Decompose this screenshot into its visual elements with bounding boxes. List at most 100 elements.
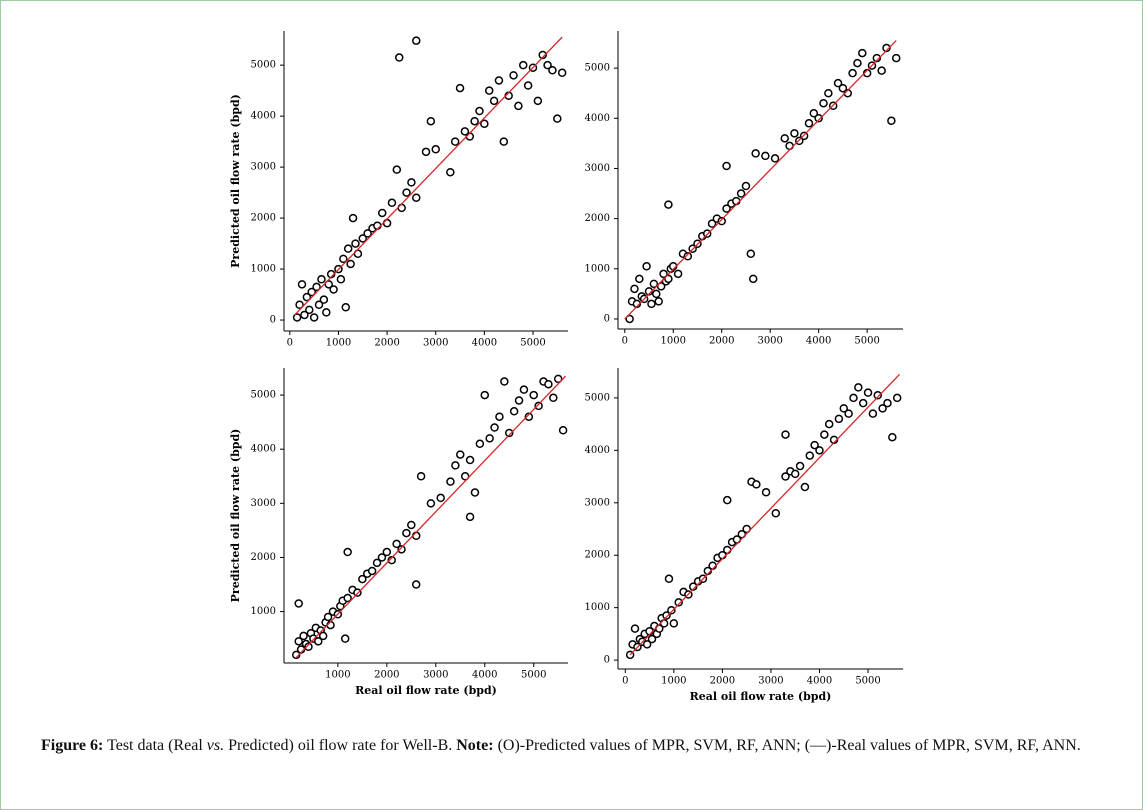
data-point xyxy=(484,86,494,95)
data-point xyxy=(499,137,509,146)
data-point xyxy=(426,499,436,508)
data-point xyxy=(416,472,426,481)
data-point xyxy=(853,58,862,68)
data-point xyxy=(780,134,789,143)
data-point xyxy=(814,114,823,123)
y-tick-label: 1000 xyxy=(251,606,276,617)
data-point xyxy=(367,566,377,576)
data-point xyxy=(343,244,353,253)
data-point xyxy=(683,252,693,261)
data-point xyxy=(314,637,323,646)
caption-text: Predicted) oil flow rate for Well-B. xyxy=(224,737,457,754)
data-point xyxy=(858,48,867,58)
data-point xyxy=(519,60,528,70)
x-tick-label: 1000 xyxy=(661,336,686,347)
fit-line xyxy=(624,40,897,320)
data-point xyxy=(888,432,897,442)
y-axis-label: Predicted oil flow rate (bpd) xyxy=(229,94,242,268)
data-point xyxy=(549,393,558,403)
y-tick-label: 2000 xyxy=(585,213,610,224)
data-point xyxy=(625,314,634,324)
data-point xyxy=(722,204,731,213)
x-tick-label: 0 xyxy=(622,676,628,687)
data-point xyxy=(673,269,683,279)
y-axis-label: Predicted oil flow rate (bpd) xyxy=(229,429,242,603)
y-tick-label: 1000 xyxy=(251,264,276,275)
data-point xyxy=(892,393,902,403)
caption-text: vs. xyxy=(206,737,225,754)
data-point xyxy=(343,593,352,603)
data-point xyxy=(751,149,760,158)
data-point xyxy=(323,612,333,622)
data-point xyxy=(752,480,761,489)
data-point xyxy=(377,553,387,562)
data-point xyxy=(480,119,489,129)
data-point xyxy=(421,147,431,157)
data-point xyxy=(722,545,732,555)
data-point xyxy=(553,114,562,123)
y-tick-label: 1000 xyxy=(585,602,610,613)
data-point xyxy=(392,165,402,174)
data-point xyxy=(833,78,843,88)
data-point xyxy=(509,71,518,80)
data-point xyxy=(736,189,746,198)
data-point xyxy=(431,145,440,154)
data-point xyxy=(348,213,358,223)
caption-text: Note: xyxy=(456,737,494,754)
x-tick-label: 5000 xyxy=(520,338,545,349)
fit-line xyxy=(629,373,901,656)
fit-line xyxy=(295,375,567,659)
data-point xyxy=(848,68,857,78)
x-tick-label: 4000 xyxy=(472,338,497,349)
data-point xyxy=(838,83,848,93)
data-point xyxy=(674,598,683,607)
data-point xyxy=(456,450,465,459)
y-tick-label: 5000 xyxy=(251,60,276,71)
data-point xyxy=(652,289,661,299)
x-axis-label: Real oil flow rate (bpd) xyxy=(690,690,832,703)
data-point xyxy=(407,178,416,187)
x-tick-label: 5000 xyxy=(855,676,880,687)
data-point xyxy=(844,409,853,418)
data-point xyxy=(460,127,470,136)
data-point xyxy=(397,545,406,554)
data-point xyxy=(659,619,669,628)
data-point xyxy=(351,239,360,248)
y-tick-label: 4000 xyxy=(251,111,276,122)
data-point xyxy=(722,495,732,505)
data-point xyxy=(436,493,445,503)
data-point xyxy=(630,284,639,294)
data-point xyxy=(412,36,421,45)
x-tick-label: 1000 xyxy=(661,676,686,687)
x-tick-label: 3000 xyxy=(757,336,782,347)
data-point xyxy=(340,634,350,643)
data-point xyxy=(358,234,368,243)
data-point xyxy=(450,137,460,146)
x-tick-label: 2000 xyxy=(374,670,399,681)
data-point xyxy=(314,300,324,309)
charts: 0 1000 2000 3000 4000 5000 0 1000 2000 3000 4000 50… xyxy=(229,31,903,703)
data-point xyxy=(411,580,421,589)
data-point xyxy=(336,275,346,284)
y-tick-label: 4000 xyxy=(251,444,276,455)
y-tick-label: 4000 xyxy=(585,445,610,456)
data-point xyxy=(339,254,348,264)
data-point xyxy=(509,407,519,416)
x-tick-label: 4000 xyxy=(807,676,832,687)
data-point xyxy=(824,419,834,429)
data-point xyxy=(873,391,883,400)
data-point xyxy=(363,229,372,238)
data-point xyxy=(460,472,470,481)
data-point xyxy=(372,558,382,568)
data-point xyxy=(446,167,455,177)
data-point xyxy=(804,119,814,128)
y-tick-label: 3000 xyxy=(585,497,610,508)
data-point xyxy=(790,129,799,138)
data-point xyxy=(309,313,319,322)
data-point xyxy=(887,116,896,126)
x-tick-label: 2000 xyxy=(710,676,735,687)
y-tick-label: 3000 xyxy=(251,498,276,509)
data-point xyxy=(485,434,494,443)
data-point xyxy=(790,469,800,479)
data-point xyxy=(642,640,652,649)
